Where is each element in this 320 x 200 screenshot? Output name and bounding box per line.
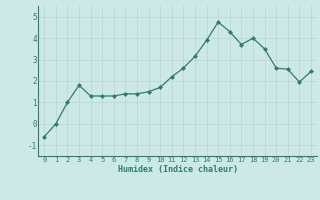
X-axis label: Humidex (Indice chaleur): Humidex (Indice chaleur)	[118, 165, 238, 174]
